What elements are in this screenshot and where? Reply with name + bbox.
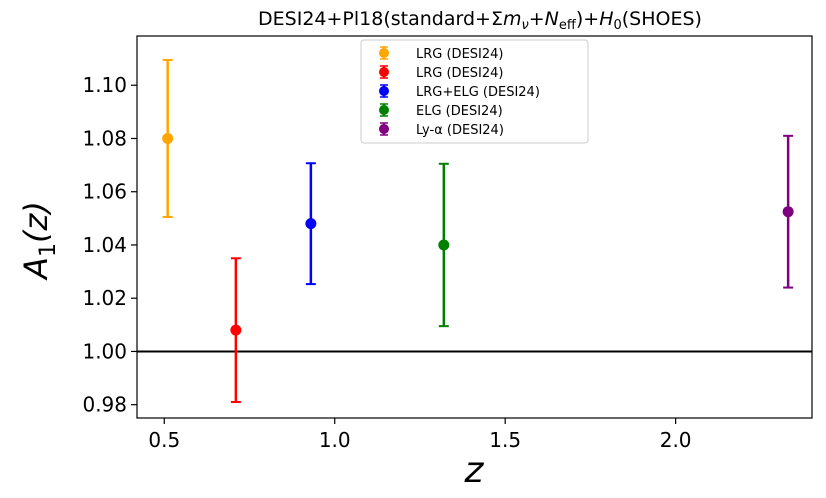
data-point — [162, 132, 174, 144]
legend-marker — [379, 105, 389, 115]
legend-item-4: Ly-α (DESI24) — [379, 122, 504, 138]
y-tick-label: 1.04 — [82, 233, 127, 257]
data-point — [305, 218, 317, 230]
plot-frame — [136, 35, 813, 419]
data-point — [438, 239, 450, 251]
y-tick-label: 1.02 — [82, 286, 127, 310]
x-tick-label: 2.0 — [660, 428, 692, 452]
x-tick-label: 0.5 — [148, 428, 180, 452]
y-tick-label: 1.06 — [82, 180, 127, 204]
series-4 — [782, 134, 794, 289]
y-axis-label: A1(z) — [17, 201, 61, 281]
x-tick-label: 1.5 — [489, 428, 521, 452]
legend-label: LRG (DESI24) — [416, 47, 503, 62]
legend-marker — [379, 86, 389, 96]
y-tick-label: 1.08 — [82, 126, 127, 150]
legend: LRG (DESI24) LRG (DESI24) LRG+ELG (DESI24)… — [360, 39, 589, 144]
legend-marker — [379, 67, 389, 77]
data-point — [782, 206, 794, 218]
legend-box — [360, 39, 589, 144]
y-tick-label: 1.10 — [82, 73, 127, 97]
data-point — [230, 324, 242, 336]
legend-label: LRG+ELG (DESI24) — [416, 85, 540, 100]
series-3 — [438, 162, 450, 328]
legend-item-1: LRG (DESI24) — [379, 65, 503, 81]
axis-ticks: 0.5 1.0 1.5 2.0 0.98 1.00 1.02 1.04 1.06 1.08 1.10 — [82, 35, 813, 452]
y-tick-label: 0.98 — [82, 393, 127, 417]
legend-item-3: ELG (DESI24) — [379, 103, 503, 119]
plot-area — [137, 58, 812, 404]
legend-marker — [379, 48, 389, 58]
series-0 — [162, 58, 174, 219]
legend-item-0: LRG (DESI24) — [379, 46, 503, 62]
chart-title: DESI24+Pl18(standard+Σmν+Neff)+H0(SHOES) — [258, 8, 702, 33]
legend-label: ELG (DESI24) — [416, 104, 503, 119]
legend-label: LRG (DESI24) — [416, 66, 503, 81]
series-1 — [230, 257, 242, 404]
legend-item-2: LRG+ELG (DESI24) — [379, 84, 540, 100]
legend-label: Ly-α (DESI24) — [416, 123, 504, 138]
series-2 — [305, 162, 317, 286]
x-tick-label: 1.0 — [319, 428, 351, 452]
legend-marker — [379, 124, 389, 134]
y-tick-label: 1.00 — [82, 339, 127, 363]
x-axis-label: z — [464, 450, 485, 491]
